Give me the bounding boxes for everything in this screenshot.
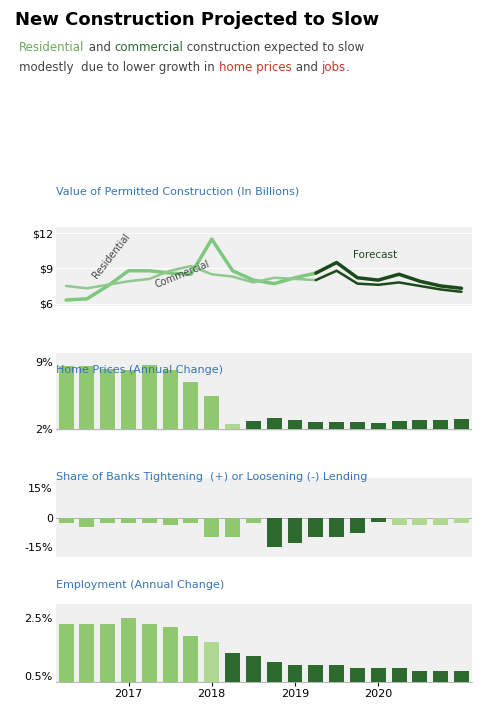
Text: commercial: commercial bbox=[115, 41, 183, 54]
Bar bbox=[79, 366, 94, 430]
Bar bbox=[204, 518, 219, 537]
Bar bbox=[433, 671, 448, 691]
Text: modestly  due to lower growth in: modestly due to lower growth in bbox=[19, 61, 219, 74]
Text: home prices: home prices bbox=[219, 61, 291, 74]
Text: Value of Permitted Construction (In Billions): Value of Permitted Construction (In Bill… bbox=[56, 186, 299, 196]
Bar bbox=[163, 627, 178, 691]
Bar bbox=[142, 365, 157, 430]
Text: and: and bbox=[291, 61, 321, 74]
Bar bbox=[454, 671, 469, 691]
Text: Residential: Residential bbox=[19, 41, 85, 54]
Bar bbox=[433, 420, 448, 430]
Bar bbox=[100, 518, 115, 523]
Bar bbox=[454, 419, 469, 430]
Bar bbox=[392, 518, 407, 526]
Bar bbox=[163, 518, 178, 526]
Text: Commercial: Commercial bbox=[153, 258, 211, 290]
Text: Home Prices (Annual Change): Home Prices (Annual Change) bbox=[56, 365, 223, 375]
Bar bbox=[412, 671, 427, 691]
Bar bbox=[225, 518, 240, 537]
Bar bbox=[121, 370, 136, 430]
Bar bbox=[433, 518, 448, 526]
Bar bbox=[59, 366, 74, 430]
Bar bbox=[267, 518, 282, 547]
Bar bbox=[204, 396, 219, 430]
Bar bbox=[246, 421, 261, 430]
Bar bbox=[183, 382, 198, 430]
Bar bbox=[121, 618, 136, 691]
Bar bbox=[287, 665, 302, 691]
Bar bbox=[308, 518, 323, 537]
Text: Forecast: Forecast bbox=[353, 251, 397, 260]
Bar bbox=[392, 421, 407, 430]
Text: .: . bbox=[346, 61, 349, 74]
Bar bbox=[412, 420, 427, 430]
Bar bbox=[267, 418, 282, 430]
Bar bbox=[308, 665, 323, 691]
Bar bbox=[371, 518, 386, 521]
Text: and: and bbox=[85, 41, 115, 54]
Bar bbox=[183, 518, 198, 523]
Bar bbox=[59, 625, 74, 691]
Text: New Construction Projected to Slow: New Construction Projected to Slow bbox=[15, 11, 378, 29]
Bar bbox=[350, 518, 365, 534]
Bar bbox=[163, 370, 178, 430]
Bar bbox=[246, 518, 261, 523]
Bar bbox=[79, 625, 94, 691]
Text: jobs: jobs bbox=[321, 61, 346, 74]
Bar bbox=[267, 662, 282, 691]
Bar bbox=[308, 422, 323, 430]
Bar bbox=[350, 422, 365, 430]
Bar bbox=[225, 653, 240, 691]
Text: construction expected to slow: construction expected to slow bbox=[183, 41, 364, 54]
Bar bbox=[392, 668, 407, 691]
Bar bbox=[121, 518, 136, 523]
Bar bbox=[329, 518, 344, 537]
Bar bbox=[454, 518, 469, 523]
Bar bbox=[225, 424, 240, 430]
Bar bbox=[204, 642, 219, 691]
Bar bbox=[142, 625, 157, 691]
Bar bbox=[246, 656, 261, 691]
Bar bbox=[350, 668, 365, 691]
Bar bbox=[100, 625, 115, 691]
Bar bbox=[287, 420, 302, 430]
Bar bbox=[59, 518, 74, 523]
Bar bbox=[371, 422, 386, 430]
Bar bbox=[287, 518, 302, 543]
Text: Share of Banks Tightening  (+) or Loosening (-) Lending: Share of Banks Tightening (+) or Looseni… bbox=[56, 472, 367, 482]
Bar bbox=[79, 518, 94, 527]
Text: Residential: Residential bbox=[91, 231, 132, 280]
Bar bbox=[371, 668, 386, 691]
Bar bbox=[142, 518, 157, 523]
Bar bbox=[100, 369, 115, 430]
Bar bbox=[329, 422, 344, 430]
Bar bbox=[183, 636, 198, 691]
Bar bbox=[329, 665, 344, 691]
Bar bbox=[412, 518, 427, 526]
Text: Employment (Annual Change): Employment (Annual Change) bbox=[56, 580, 224, 591]
